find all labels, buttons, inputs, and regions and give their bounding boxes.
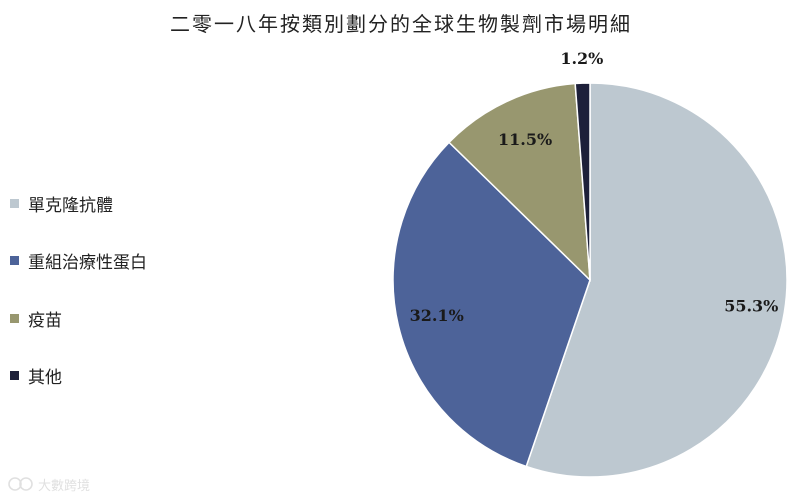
legend-swatch bbox=[10, 313, 19, 323]
slice-label: 55.3% bbox=[724, 296, 778, 315]
legend-item-monoclonal-antibody: 單克隆抗體 bbox=[10, 192, 113, 216]
slice-label: 32.1% bbox=[410, 306, 464, 325]
legend-item-vaccine: 疫苗 bbox=[10, 307, 62, 331]
legend-label: 重組治療性蛋白 bbox=[28, 252, 147, 273]
watermark-logo-icon bbox=[8, 477, 33, 491]
slice-other bbox=[574, 82, 591, 281]
chart-title: 二零一八年按類別劃分的全球生物製劑市場明細 bbox=[170, 12, 632, 36]
legend-label: 疫苗 bbox=[28, 310, 62, 331]
legend-swatch bbox=[10, 370, 19, 380]
watermark-text: 大數跨境 bbox=[38, 478, 91, 494]
slice-label: 11.5% bbox=[498, 130, 552, 149]
legend-label: 其他 bbox=[28, 367, 62, 388]
legend-swatch bbox=[10, 198, 19, 208]
legend-label: 單克隆抗體 bbox=[28, 195, 113, 216]
legend-item-other: 其他 bbox=[10, 364, 62, 388]
legend-item-recombinant-protein: 重組治療性蛋白 bbox=[10, 249, 147, 273]
slice-monoclonal-antibody bbox=[525, 82, 788, 478]
slice-label: 1.2% bbox=[560, 49, 603, 68]
legend-swatch bbox=[10, 255, 19, 265]
slice-vaccine bbox=[448, 82, 591, 282]
slice-recombinant-protein bbox=[392, 141, 591, 468]
watermark: 大數跨境 bbox=[8, 474, 90, 494]
